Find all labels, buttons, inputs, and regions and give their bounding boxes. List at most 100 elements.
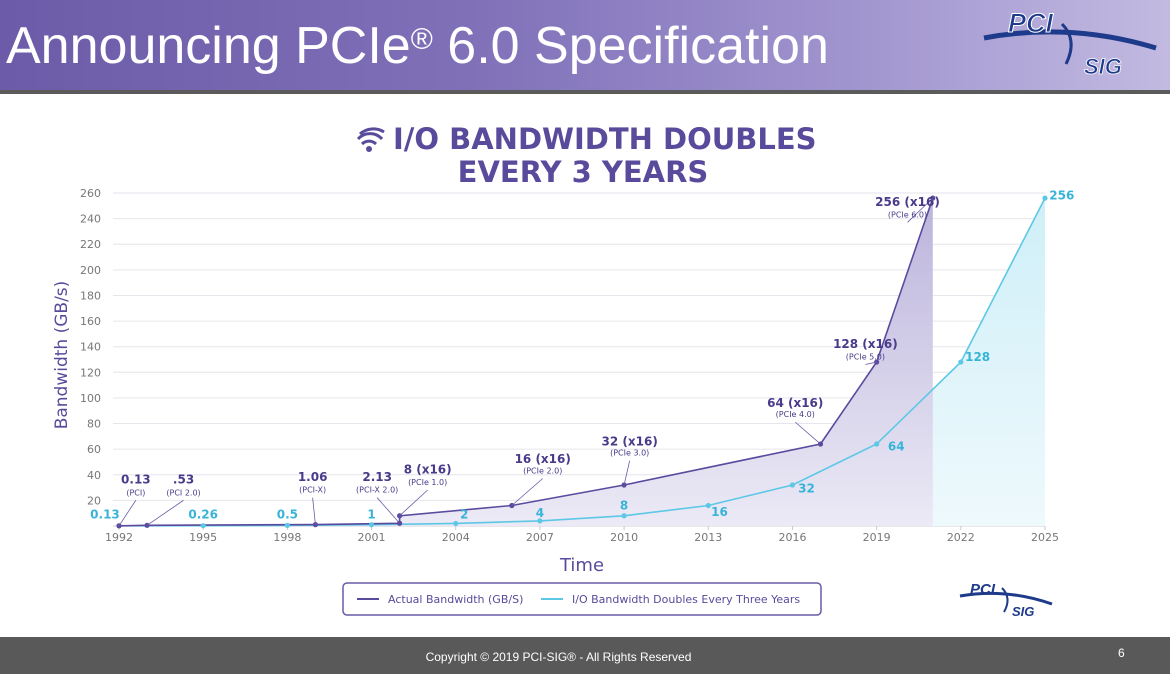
actual-leader-line (794, 421, 821, 445)
doubling-point (1042, 195, 1048, 201)
doubling-data-label: 32 (798, 482, 815, 496)
actual-leader-line (865, 361, 877, 365)
actual-data-label: 1.06 (298, 470, 328, 484)
actual-data-sublabel: (PCIe 5.0) (846, 353, 885, 362)
doubling-data-label: 16 (711, 505, 728, 519)
doubling-data-label: 128 (965, 350, 990, 364)
actual-data-sublabel: (PCI 2.0) (166, 488, 200, 497)
actual-data-sublabel: (PCIe 2.0) (523, 466, 562, 475)
logo-swoosh-accent (1060, 22, 1073, 65)
actual-data-sublabel: (PCIe 6.0) (888, 210, 927, 219)
doubling-point (537, 518, 543, 524)
chart-title-line2: EVERY 3 YEARS (458, 155, 709, 189)
y-axis-label: Bandwidth (GB/s) (52, 281, 72, 430)
actual-area-fill (119, 198, 933, 526)
y-tick-label: 20 (87, 494, 101, 507)
actual-data-label: 0.13 (121, 473, 151, 487)
y-tick-label: 260 (80, 187, 101, 200)
doubling-area-fill (119, 198, 1045, 526)
x-tick-label: 2022 (947, 531, 975, 544)
actual-leader-line (623, 460, 631, 486)
doubling-data-label: 2 (460, 507, 468, 521)
x-axis-ticks: 1992 1995 1998 2001 2004 2007 2010 2013 2016 2019… (105, 531, 1059, 544)
doubling-data-label: 1 (367, 507, 375, 521)
doubling-point (958, 359, 964, 365)
y-tick-label: 180 (80, 289, 101, 302)
logo-small-swoosh-accent (1001, 587, 1009, 613)
x-tick-label: 2010 (610, 531, 638, 544)
y-axis-ticks: 20 40 60 80 100 120 140 160 180 200 220 240 260 (80, 187, 101, 507)
doubling-point (874, 441, 880, 447)
footer-bar: Copyright © 2019 PCI-SIG® - All Rights R… (0, 637, 1170, 674)
y-tick-label: 100 (80, 392, 101, 405)
x-tick-label: 2019 (863, 531, 891, 544)
x-tick-label: 2025 (1031, 531, 1059, 544)
actual-data-sublabel: (PCIe 4.0) (776, 410, 815, 419)
actual-leader-line (376, 497, 400, 524)
copyright-text: Copyright © 2019 PCI-SIG® - All Rights R… (425, 650, 692, 664)
x-tick-label: 2001 (358, 531, 386, 544)
actual-data-label: 256 (x16) (875, 195, 940, 209)
x-axis-label: Time (559, 555, 604, 576)
actual-data-label: 2.13 (362, 470, 392, 484)
doubling-point (705, 502, 711, 509)
actual-data-label: 8 (x16) (404, 462, 452, 476)
actual-data-sublabel: (PCI-X 2.0) (356, 486, 398, 495)
y-tick-label: 220 (80, 238, 101, 251)
doubling-point (284, 522, 290, 528)
actual-data-sublabel: (PCIe 3.0) (610, 449, 649, 458)
x-tick-label: 2013 (694, 531, 722, 544)
legend: Actual Bandwidth (GB/S) I/O Bandwidth Do… (342, 582, 822, 616)
doubling-point (200, 523, 206, 529)
legend-label-doubling: I/O Bandwidth Doubles Every Three Years (572, 593, 800, 606)
actual-data-label: 16 (x16) (515, 452, 571, 466)
x-tick-label: 2016 (778, 531, 806, 544)
y-tick-label: 200 (80, 264, 101, 277)
page-number: 6 (1118, 646, 1125, 660)
registered-mark: ® (410, 23, 433, 56)
actual-data-label: 32 (x16) (602, 434, 658, 448)
chart-title: I/O BANDWIDTH DOUBLES EVERY 3 YEARS (356, 122, 817, 189)
slide-title: Announcing PCIe® 6.0 Specification (6, 14, 829, 78)
actual-data-sublabel: (PCI-X) (299, 486, 326, 495)
actual-leader-line (312, 497, 316, 525)
doubling-point (789, 482, 796, 488)
wifi-icon (356, 127, 385, 152)
y-tick-label: 240 (80, 213, 101, 226)
header-banner: Announcing PCIe® 6.0 Specification PCI S… (0, 0, 1170, 90)
actual-series-line (118, 197, 934, 527)
actual-data-sublabel: (PCIe 1.0) (408, 478, 447, 487)
pci-sig-logo-small: PCI SIG (959, 581, 1053, 619)
doubling-data-label: 4 (536, 506, 544, 520)
doubling-data-label: 256 (1049, 188, 1074, 202)
doubling-data-label: 64 (888, 439, 905, 453)
y-tick-label: 80 (87, 418, 101, 431)
y-tick-label: 160 (80, 315, 101, 328)
legend-label-actual: Actual Bandwidth (GB/S) (388, 593, 523, 606)
header-divider (0, 90, 1170, 94)
actual-point (312, 522, 319, 528)
bandwidth-chart: I/O BANDWIDTH DOUBLES EVERY 3 YEARS 20 4 0… (52, 122, 1074, 616)
data-labels: 0.13(PCI).53(PCI 2.0)1.06(PCI-X)2.13(PCI… (90, 188, 1074, 527)
pci-sig-logo: PCI SIG (983, 8, 1157, 79)
doubling-data-label: 0.13 (90, 507, 120, 521)
y-tick-label: 60 (87, 443, 101, 456)
actual-leader-line (907, 197, 934, 223)
actual-data-label: 128 (x16) (833, 337, 898, 351)
title-rest: 6.0 Specification (432, 17, 829, 75)
logo-small-text-sig: SIG (1012, 604, 1034, 619)
chart-title-line1: I/O BANDWIDTH DOUBLES (393, 122, 817, 156)
x-tick-label: 2007 (526, 531, 554, 544)
doubling-data-label: 8 (620, 498, 628, 512)
doubling-point (368, 522, 375, 528)
logo-text-sig: SIG (1084, 54, 1122, 79)
legend-frame (342, 582, 822, 616)
actual-data-sublabel: (PCI) (126, 488, 145, 497)
actual-leader-line (399, 489, 428, 517)
logo-small-text-pci: PCI (970, 581, 996, 598)
logo-text-pci: PCI (1008, 8, 1054, 38)
actual-leader-line (118, 500, 137, 527)
doubling-point (453, 520, 459, 527)
x-tick-label: 1995 (189, 531, 217, 544)
logo-swoosh (983, 29, 1157, 51)
